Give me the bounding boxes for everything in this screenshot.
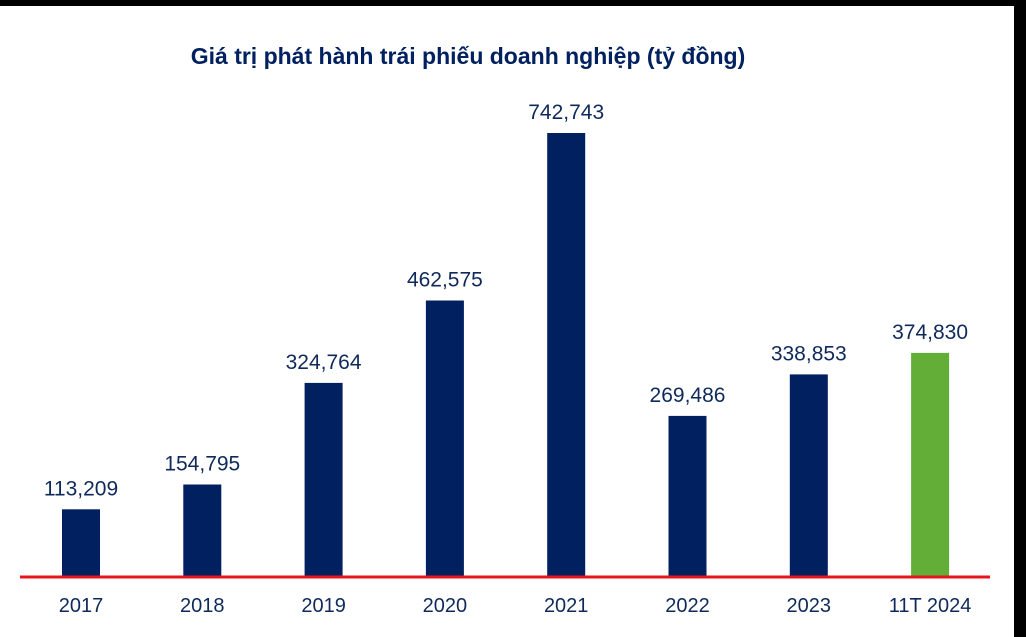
bar-2017: [62, 509, 100, 577]
x-tick-11t-2024: 11T 2024: [889, 595, 972, 617]
x-tick-2020: 2020: [423, 595, 468, 617]
value-label-2021: 742,743: [528, 101, 604, 124]
bars-group: [62, 133, 950, 577]
bar-2020: [425, 300, 464, 577]
x-tick-2017: 2017: [59, 595, 104, 617]
x-tick-2021: 2021: [544, 595, 589, 617]
chart-title: Giá trị phát hành trái phiếu doanh nghiệ…: [191, 43, 746, 69]
value-label-2018: 154,795: [164, 453, 240, 476]
value-labels-group: 113,209 154,795 324,764 462,575 742,743 269,4…: [44, 101, 968, 500]
x-tick-2022: 2022: [665, 595, 710, 617]
bar-2022: [668, 415, 707, 577]
bar-2023: [789, 374, 828, 577]
value-label-2019: 324,764: [286, 351, 362, 374]
x-tick-2018: 2018: [180, 595, 225, 617]
chart-frame: Giá trị phát hành trái phiếu doanh nghiệ…: [0, 6, 1014, 637]
x-tick-2023: 2023: [787, 595, 832, 617]
bar-11t-2024: [911, 352, 950, 577]
bar-2019: [304, 382, 343, 577]
value-label-2023: 338,853: [771, 342, 847, 365]
x-axis-ticks: 2017 2018 2019 2020 2021 2022 2023 11T 2024: [59, 595, 972, 617]
bar-2021: [547, 133, 586, 577]
value-label-2020: 462,575: [407, 269, 483, 292]
bar-chart: Giá trị phát hành trái phiếu doanh nghiệ…: [20, 43, 990, 617]
value-label-11t-2024: 374,830: [892, 321, 968, 344]
value-label-2022: 269,486: [650, 384, 726, 407]
bar-2018: [183, 484, 222, 577]
value-label-2017: 113,209: [44, 477, 118, 500]
x-tick-2019: 2019: [301, 595, 346, 617]
